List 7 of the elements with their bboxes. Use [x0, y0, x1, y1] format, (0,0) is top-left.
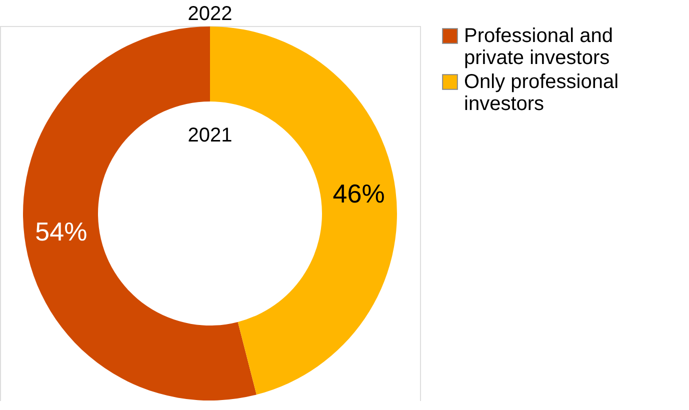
legend-label: Only professional investors — [464, 71, 619, 115]
donut-slice — [23, 26, 257, 400]
chart-title: 2022 — [188, 3, 232, 25]
text: 2021 — [188, 124, 232, 146]
legend-label: Professional and private investors — [464, 25, 613, 69]
data-label: 46% — [332, 178, 385, 209]
data-label: 54% — [35, 216, 88, 246]
